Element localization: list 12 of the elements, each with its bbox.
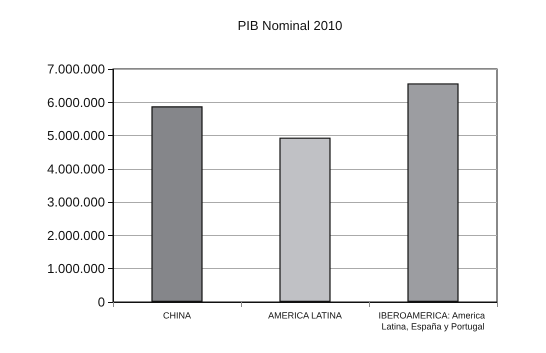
x-tick-label: CHINA [162, 310, 192, 320]
y-tick-label: 5.000.000 [47, 128, 105, 144]
y-tick-label: 1.000.000 [47, 261, 105, 276]
y-tick-label: 3.000.000 [47, 194, 105, 210]
x-tick-label: AMERICA LATINA [268, 310, 342, 320]
y-tick-label: 0 [98, 294, 105, 310]
chart-title: PIB Nominal 2010 [238, 18, 342, 33]
y-tick-label: 4.000.000 [47, 161, 105, 176]
x-tick-label: IBEROAMERICA: America Latina, España y Portugal [378, 310, 488, 332]
y-tick-label: 2.000.000 [47, 228, 105, 243]
y-tick-label: 7.000.000 [47, 62, 105, 76]
y-tick-label: 6.000.000 [47, 94, 105, 110]
